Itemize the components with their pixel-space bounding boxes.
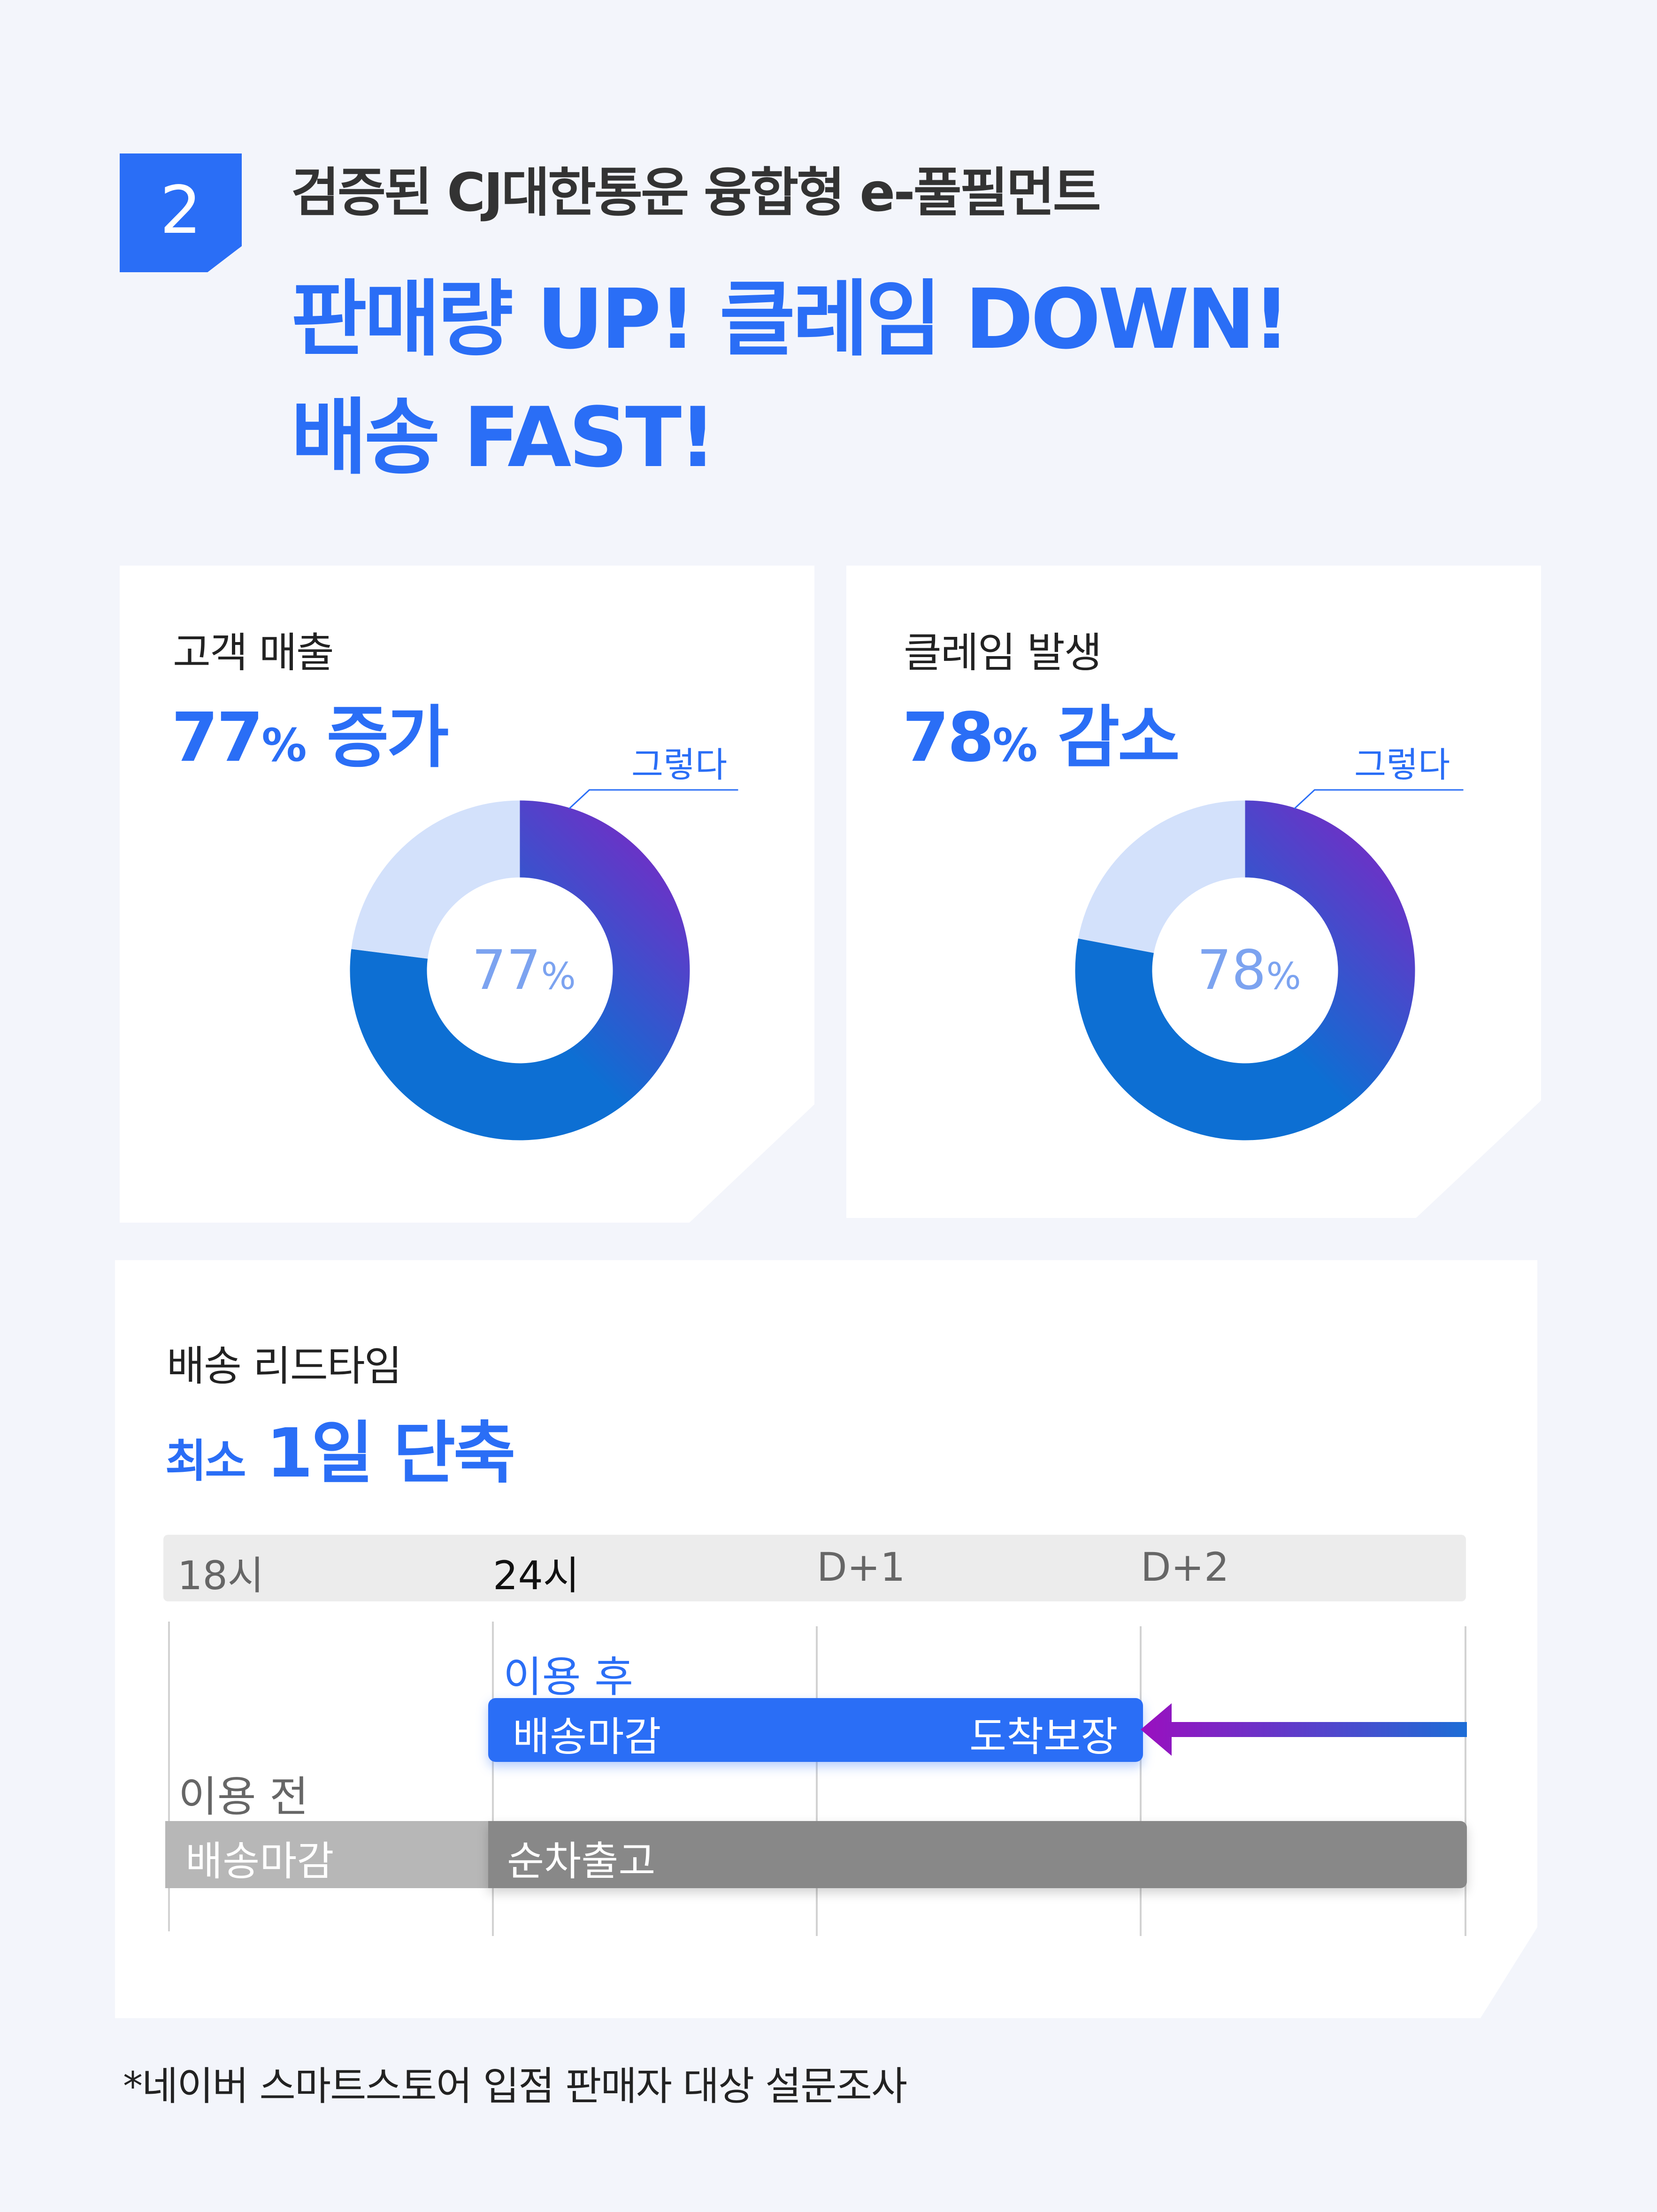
before-bar-segment-1 (165, 1821, 494, 1888)
claim-donut-center: 78% (1197, 939, 1301, 1002)
headline-line-1: 판매량 UP! 클레임 DOWN! (291, 271, 1290, 367)
sales-donut-callout: 그렇다 (631, 745, 728, 785)
donut-svg (350, 789, 738, 1140)
claim-value-desc: 감소 (1057, 698, 1180, 777)
section-subtitle: 검증된 CJ대한통운 융합형 e-풀필먼트 (291, 162, 1101, 223)
leadtime-value-prefix: 최소 (165, 1435, 246, 1487)
sales-value-number: 77 (171, 698, 263, 777)
tick-d1: D+1 (817, 1544, 905, 1590)
before-segment-1-label: 배송마감 (185, 1838, 334, 1885)
sales-center-unit: % (541, 956, 576, 998)
tick-d2: D+2 (1141, 1544, 1229, 1590)
after-bar-start: 배송마감 (513, 1714, 661, 1760)
sales-value-desc: 증가 (326, 698, 449, 777)
after-bar (488, 1698, 1143, 1762)
donut-slice-rest (351, 800, 520, 959)
leadtime-label: 배송 리드타임 (167, 1342, 402, 1390)
leadtime-value: 최소 1일 단축 (165, 1399, 516, 1496)
section-number-badge: 2 (120, 153, 242, 272)
leadtime-value-main: 1일 단축 (266, 1414, 516, 1493)
donut-slice-main (1075, 800, 1415, 1140)
tick-24: 24시 (493, 1553, 580, 1599)
claim-donut-chart (1075, 789, 1464, 1140)
grid-line-d1 (816, 1626, 818, 1936)
arrow-left-icon (1141, 1703, 1467, 1756)
sales-card-label: 고객 매출 (173, 628, 334, 677)
grid-line-24 (492, 1622, 494, 1936)
claim-card-value: 78% 감소 (902, 683, 1180, 781)
claim-value-unit: % (992, 719, 1037, 772)
donut-slice-main (350, 800, 690, 1140)
callout-leader-line (1294, 789, 1464, 810)
donut-slice-rest (1078, 800, 1245, 953)
donut-svg (1075, 789, 1464, 1140)
after-label: 이용 후 (503, 1653, 634, 1702)
sales-card-value: 77% 증가 (171, 683, 449, 781)
leadtime-card (115, 1260, 1537, 2018)
callout-leader-line (568, 789, 738, 810)
claim-center-unit: % (1266, 956, 1301, 998)
grid-line-18 (168, 1622, 170, 1931)
sales-donut-center: 77% (472, 939, 576, 1002)
sales-center-number: 77 (472, 939, 541, 1002)
sales-value-unit: % (261, 719, 307, 772)
before-segment-2-label: 순차출고 (507, 1838, 656, 1885)
section-number: 2 (160, 172, 202, 249)
grid-line-d2 (1140, 1626, 1142, 1936)
claim-value-number: 78 (902, 698, 994, 777)
tick-18: 18시 (177, 1553, 264, 1599)
sales-donut-chart (350, 789, 738, 1140)
survey-footnote: *네이버 스마트스토어 입점 판매자 대상 설문조사 (123, 2063, 907, 2109)
headline-line-2: 배송 FAST! (291, 390, 716, 486)
timeline-header (163, 1535, 1466, 1601)
grid-line-end (1465, 1626, 1466, 1936)
claim-card-label: 클레임 발생 (904, 628, 1102, 677)
claim-donut-callout: 그렇다 (1354, 745, 1450, 785)
claim-center-number: 78 (1197, 939, 1266, 1002)
before-bar-segment-2 (488, 1821, 1467, 1888)
after-bar-end: 도착보장 (969, 1714, 1118, 1760)
section-headline: 판매량 UP! 클레임 DOWN! 배송 FAST! (291, 260, 1290, 497)
before-label: 이용 전 (178, 1772, 309, 1822)
